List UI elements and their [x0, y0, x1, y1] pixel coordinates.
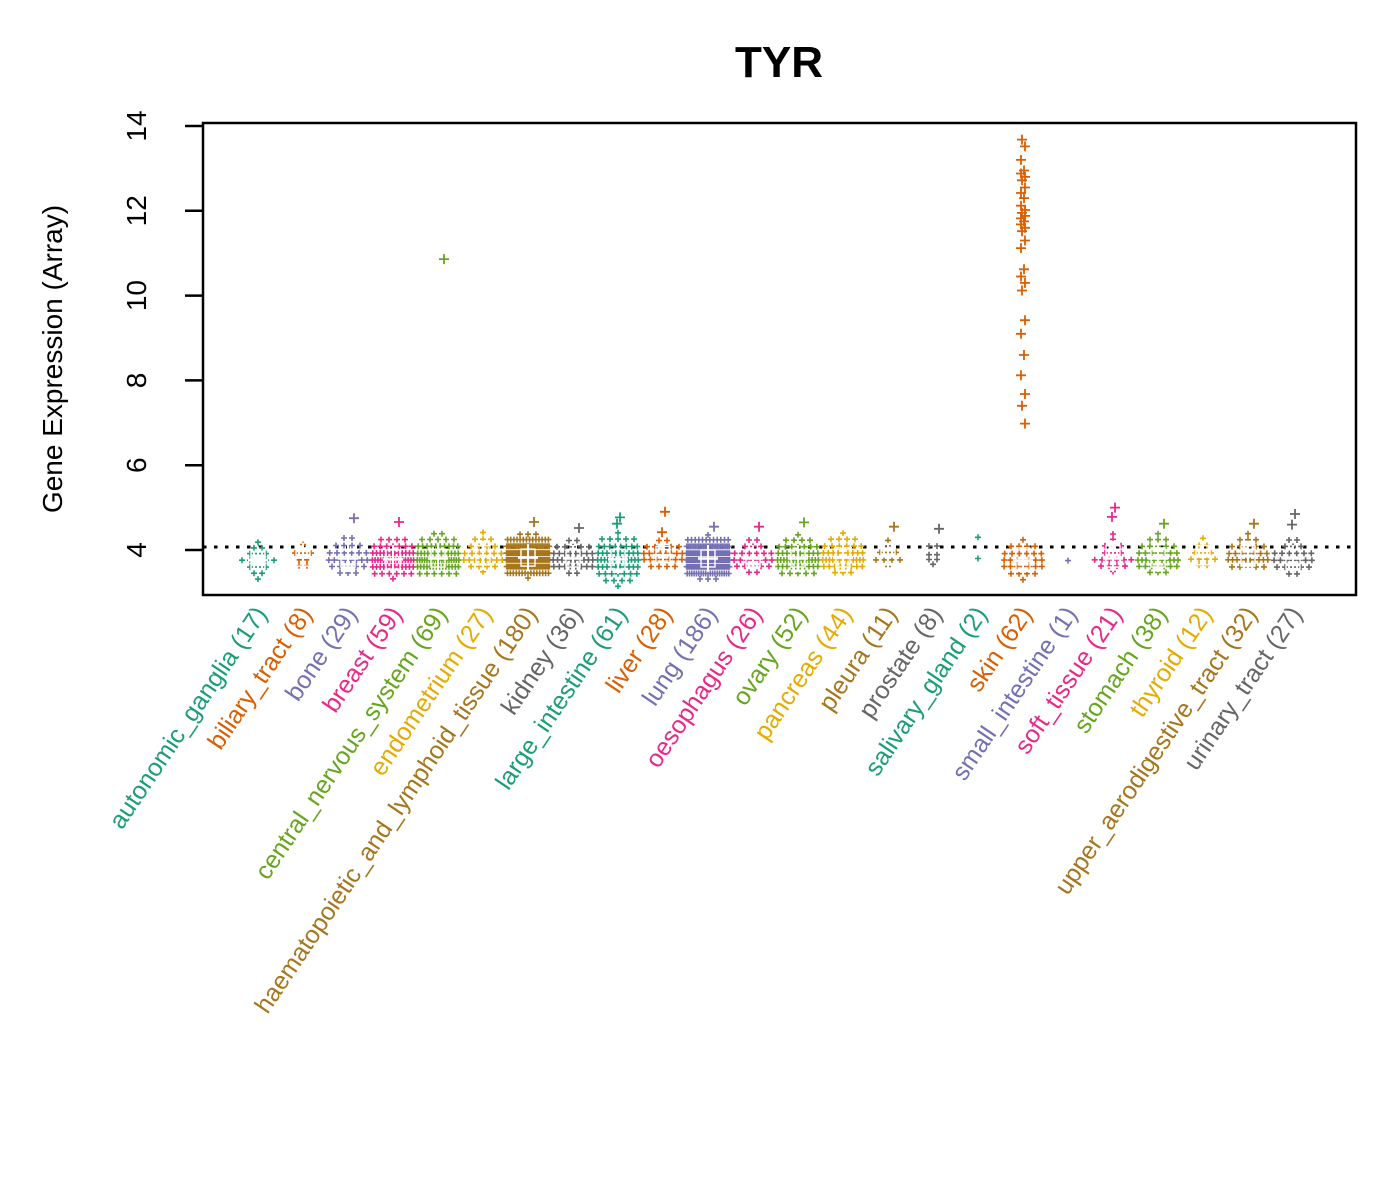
swarm-haematopoietic_and_lymphoid_tissue [503, 517, 553, 581]
swarm-points [926, 543, 940, 568]
swarm-soft_tissue [1091, 502, 1135, 575]
swarm-lung [683, 521, 733, 582]
swarm-points [975, 534, 981, 562]
swarm-urinary_tract [1271, 509, 1315, 577]
outlier-points [529, 517, 539, 527]
outlier-points [1159, 518, 1169, 529]
outlier-points [799, 517, 809, 528]
y-tick-label: 10 [121, 280, 152, 311]
y-tick-label: 4 [121, 542, 152, 558]
outlier-points [754, 521, 764, 532]
chart-title: TYR [735, 38, 823, 87]
swarm-points [640, 537, 686, 570]
swarm-pleura [873, 521, 903, 570]
swarm-points [550, 537, 596, 577]
y-tick-label: 14 [121, 110, 152, 141]
swarm-endometrium [460, 529, 506, 575]
outlier-points [889, 521, 899, 532]
swarm-central_nervous_system [414, 254, 462, 577]
swarm-kidney [550, 523, 596, 577]
swarm-points [1065, 557, 1071, 564]
swarm-bone [325, 513, 371, 576]
y-axis-title: Gene Expression (Array) [37, 205, 68, 513]
outlier-points [439, 254, 449, 265]
y-tick-label: 12 [121, 195, 152, 226]
swarm-small_intestine [1065, 557, 1071, 564]
swarm-points [503, 531, 553, 581]
swarm-pancreas [819, 530, 867, 576]
outlier-points [1287, 509, 1300, 530]
outlier-points [709, 521, 719, 532]
x-axis-labels: autonomic_ganglia (17)biliary_tract (8)b… [104, 602, 1308, 1019]
swarm-points [325, 535, 371, 576]
y-tick-label: 6 [121, 457, 152, 473]
swarm-thyroid [1188, 535, 1218, 570]
outlier-points [612, 512, 625, 529]
box-outline [1105, 545, 1121, 568]
plot-box [201, 121, 1358, 597]
swarm-liver [640, 506, 686, 570]
swarm-points [731, 537, 775, 576]
swarm-skin [1001, 134, 1045, 583]
swarm-autonomic_ganglia [239, 539, 277, 583]
outlier-points [657, 506, 670, 538]
swarm-salivary_gland [975, 534, 981, 562]
outlier-points [934, 523, 944, 534]
outlier-points [1107, 502, 1120, 522]
swarm-stomach [1135, 518, 1181, 576]
swarm-points [414, 530, 462, 577]
outlier-points [349, 513, 359, 524]
swarm-breast [369, 517, 417, 582]
y-tick-label: 8 [121, 373, 152, 389]
swarm-prostate [926, 523, 944, 568]
swarm-clusters [239, 134, 1315, 590]
outlier-points [1249, 518, 1259, 529]
swarm-large_intestine [594, 512, 642, 590]
swarm-oesophagus [731, 521, 775, 576]
y-axis-ticks: 4 6 8 10 12 14 [121, 110, 203, 558]
outlier-points [574, 523, 584, 533]
outlier-points [1016, 134, 1030, 429]
swarm-ovary [774, 517, 822, 577]
swarm-upper_aerodigestive_tract [1225, 518, 1271, 572]
swarm-biliary_tract [292, 541, 314, 572]
outlier-points [394, 517, 404, 527]
